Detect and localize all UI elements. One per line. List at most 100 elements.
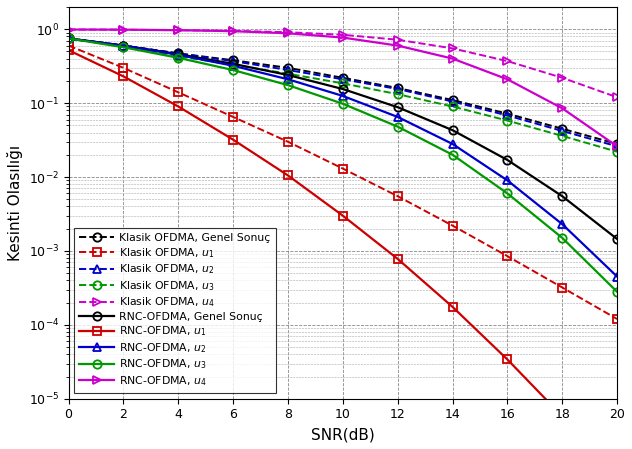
- Line: Klasik OFDMA, $u_1$: Klasik OFDMA, $u_1$: [64, 41, 621, 323]
- Klasik OFDMA, $u_3$: [559, 133, 566, 139]
- RNC-OFDMA, $u_3$: [613, 289, 621, 295]
- Klasik OFDMA, $u_2$: [229, 58, 237, 64]
- RNC-OFDMA, $u_4$: [504, 77, 511, 82]
- Klasik OFDMA, $u_2$: [119, 43, 127, 48]
- Klasik OFDMA, $u_2$: [504, 113, 511, 118]
- Klasik OFDMA, $u_1$: [339, 166, 346, 172]
- RNC-OFDMA, $u_2$: [64, 36, 72, 41]
- Klasik OFDMA, $u_1$: [613, 316, 621, 321]
- Klasik OFDMA, $u_2$: [559, 128, 566, 134]
- Klasik OFDMA, $u_3$: [284, 71, 292, 76]
- RNC-OFDMA, $u_4$: [229, 28, 237, 34]
- RNC-OFDMA, $u_3$: [229, 67, 237, 73]
- RNC-OFDMA, $u_2$: [449, 141, 456, 147]
- Klasik OFDMA, $u_4$: [559, 75, 566, 80]
- Klasik OFDMA, Genel Sonuç: [174, 51, 182, 56]
- Klasik OFDMA, Genel Sonuç: [394, 85, 401, 91]
- Klasik OFDMA, $u_1$: [394, 194, 401, 199]
- Line: Klasik OFDMA, Genel Sonuç: Klasik OFDMA, Genel Sonuç: [64, 34, 621, 148]
- RNC-OFDMA, $u_1$: [284, 173, 292, 178]
- Line: RNC-OFDMA, $u_4$: RNC-OFDMA, $u_4$: [64, 25, 621, 150]
- Klasik OFDMA, $u_1$: [64, 43, 72, 48]
- RNC-OFDMA, $u_3$: [449, 152, 456, 158]
- Klasik OFDMA, Genel Sonuç: [449, 97, 456, 103]
- RNC-OFDMA, $u_2$: [119, 43, 127, 48]
- Klasik OFDMA, $u_3$: [174, 53, 182, 59]
- RNC-OFDMA, $u_3$: [119, 44, 127, 50]
- Klasik OFDMA, Genel Sonuç: [339, 75, 346, 80]
- Klasik OFDMA, $u_2$: [284, 67, 292, 73]
- RNC-OFDMA, $u_4$: [559, 106, 566, 111]
- RNC-OFDMA, $u_3$: [284, 83, 292, 88]
- Klasik OFDMA, $u_4$: [64, 27, 72, 32]
- RNC-OFDMA, Genel Sonuç: [339, 86, 346, 92]
- RNC-OFDMA, $u_2$: [284, 77, 292, 82]
- Klasik OFDMA, $u_3$: [229, 62, 237, 67]
- RNC-OFDMA, $u_1$: [119, 74, 127, 79]
- RNC-OFDMA, Genel Sonuç: [449, 128, 456, 133]
- RNC-OFDMA, Genel Sonuç: [64, 36, 72, 41]
- Klasik OFDMA, $u_2$: [394, 86, 401, 92]
- RNC-OFDMA, $u_3$: [64, 36, 72, 41]
- Klasik OFDMA, Genel Sonuç: [64, 36, 72, 41]
- RNC-OFDMA, $u_1$: [504, 357, 511, 362]
- Line: RNC-OFDMA, $u_2$: RNC-OFDMA, $u_2$: [64, 34, 621, 281]
- Klasik OFDMA, $u_1$: [229, 114, 237, 119]
- RNC-OFDMA, $u_2$: [613, 274, 621, 279]
- Klasik OFDMA, $u_4$: [394, 37, 401, 43]
- RNC-OFDMA, Genel Sonuç: [119, 43, 127, 48]
- Y-axis label: Kesinti Olasılığı: Kesinti Olasılığı: [7, 145, 23, 261]
- RNC-OFDMA, $u_1$: [174, 104, 182, 109]
- Klasik OFDMA, Genel Sonuç: [284, 65, 292, 70]
- RNC-OFDMA, Genel Sonuç: [559, 194, 566, 199]
- Line: Klasik OFDMA, $u_4$: Klasik OFDMA, $u_4$: [64, 25, 621, 101]
- Klasik OFDMA, $u_3$: [504, 118, 511, 123]
- Klasik OFDMA, Genel Sonuç: [229, 57, 237, 63]
- Klasik OFDMA, $u_3$: [64, 36, 72, 41]
- Klasik OFDMA, $u_1$: [284, 139, 292, 145]
- Klasik OFDMA, $u_4$: [339, 32, 346, 37]
- RNC-OFDMA, $u_4$: [339, 35, 346, 40]
- Klasik OFDMA, Genel Sonuç: [119, 43, 127, 48]
- RNC-OFDMA, $u_4$: [394, 43, 401, 48]
- Line: RNC-OFDMA, Genel Sonuç: RNC-OFDMA, Genel Sonuç: [64, 34, 621, 243]
- Klasik OFDMA, $u_2$: [174, 51, 182, 56]
- Klasik OFDMA, $u_4$: [229, 28, 237, 34]
- RNC-OFDMA, $u_3$: [394, 124, 401, 129]
- Klasik OFDMA, $u_4$: [613, 95, 621, 100]
- RNC-OFDMA, $u_1$: [449, 304, 456, 310]
- RNC-OFDMA, Genel Sonuç: [284, 72, 292, 78]
- RNC-OFDMA, $u_4$: [284, 31, 292, 36]
- Line: Klasik OFDMA, $u_3$: Klasik OFDMA, $u_3$: [64, 34, 621, 156]
- Klasik OFDMA, $u_4$: [119, 27, 127, 32]
- RNC-OFDMA, Genel Sonuç: [504, 157, 511, 163]
- RNC-OFDMA, $u_2$: [339, 93, 346, 99]
- RNC-OFDMA, $u_1$: [339, 213, 346, 218]
- Klasik OFDMA, $u_2$: [64, 36, 72, 41]
- Klasik OFDMA, $u_1$: [174, 90, 182, 95]
- X-axis label: SNR(dB): SNR(dB): [311, 427, 375, 442]
- RNC-OFDMA, $u_1$: [394, 256, 401, 262]
- RNC-OFDMA, $u_4$: [119, 27, 127, 32]
- Klasik OFDMA, $u_3$: [613, 149, 621, 154]
- Klasik OFDMA, $u_4$: [504, 58, 511, 64]
- RNC-OFDMA, $u_1$: [559, 414, 566, 419]
- Klasik OFDMA, $u_3$: [394, 92, 401, 97]
- RNC-OFDMA, $u_2$: [504, 178, 511, 183]
- Klasik OFDMA, $u_4$: [174, 27, 182, 33]
- Line: RNC-OFDMA, $u_3$: RNC-OFDMA, $u_3$: [64, 34, 621, 296]
- Klasik OFDMA, $u_1$: [119, 65, 127, 70]
- RNC-OFDMA, $u_3$: [559, 235, 566, 241]
- Klasik OFDMA, $u_1$: [449, 223, 456, 229]
- RNC-OFDMA, Genel Sonuç: [229, 61, 237, 66]
- RNC-OFDMA, $u_2$: [394, 114, 401, 119]
- RNC-OFDMA, Genel Sonuç: [394, 105, 401, 110]
- Klasik OFDMA, $u_2$: [339, 77, 346, 82]
- RNC-OFDMA, Genel Sonuç: [174, 52, 182, 57]
- Klasik OFDMA, $u_1$: [504, 254, 511, 259]
- Line: Klasik OFDMA, $u_2$: Klasik OFDMA, $u_2$: [64, 34, 621, 150]
- RNC-OFDMA, $u_2$: [229, 63, 237, 68]
- Klasik OFDMA, Genel Sonuç: [613, 141, 621, 147]
- Klasik OFDMA, $u_3$: [339, 81, 346, 86]
- RNC-OFDMA, $u_3$: [339, 101, 346, 106]
